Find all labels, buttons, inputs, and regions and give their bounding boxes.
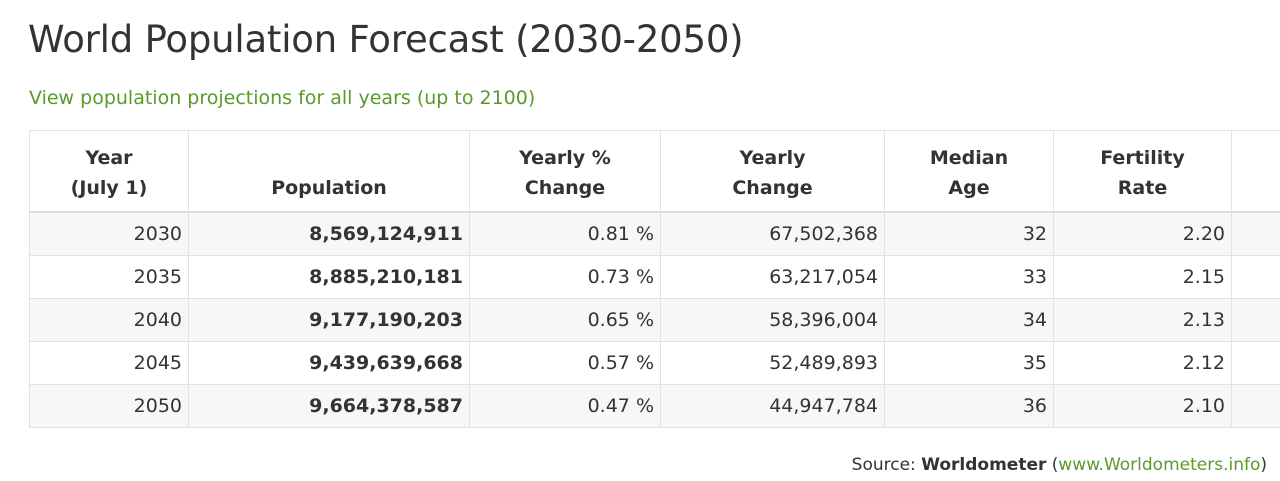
cell-population: 9,439,639,668	[188, 341, 470, 385]
cell-fertility-rate: 2.13	[1053, 298, 1232, 342]
column-header-year[interactable]: Year (July 1)	[29, 130, 189, 213]
header-line: Median	[929, 147, 1009, 169]
cell-fertility-rate: 2.20	[1053, 211, 1232, 256]
cell-population: 9,177,190,203	[188, 298, 470, 342]
cell-overflow	[1231, 298, 1280, 342]
cell-overflow	[1231, 255, 1280, 299]
source-name: Worldometer	[921, 455, 1047, 475]
cell-median-age: 36	[884, 384, 1054, 428]
cell-median-age: 35	[884, 341, 1054, 385]
header-line: Age	[948, 177, 990, 199]
column-header-overflow	[1231, 130, 1280, 213]
cell-yearly-pct-change: 0.65 %	[469, 298, 661, 342]
cell-yearly-pct-change: 0.81 %	[469, 211, 661, 256]
table-row: 2030 8,569,124,911 0.81 % 67,502,368 32 …	[29, 211, 1280, 256]
header-line: Year	[85, 147, 133, 169]
cell-fertility-rate: 2.15	[1053, 255, 1232, 299]
column-header-population[interactable]: Population	[188, 130, 470, 213]
table-row: 2040 9,177,190,203 0.65 % 58,396,004 34 …	[29, 298, 1280, 342]
header-line: Change	[732, 177, 813, 199]
header-line: (July 1)	[70, 177, 148, 199]
header-line: Yearly %	[519, 147, 611, 169]
cell-population: 8,569,124,911	[188, 211, 470, 256]
cell-fertility-rate: 2.12	[1053, 341, 1232, 385]
cell-yearly-pct-change: 0.47 %	[469, 384, 661, 428]
forecast-table: Year (July 1) Population Yearly % Change…	[29, 130, 1280, 428]
cell-year: 2030	[29, 211, 189, 256]
cell-yearly-pct-change: 0.73 %	[469, 255, 661, 299]
column-header-yearly-change[interactable]: Yearly Change	[660, 130, 885, 213]
cell-overflow	[1231, 384, 1280, 428]
header-line: Change	[524, 177, 606, 199]
cell-overflow	[1231, 211, 1280, 256]
table-row: 2045 9,439,639,668 0.57 % 52,489,893 35 …	[29, 341, 1280, 385]
cell-median-age: 32	[884, 211, 1054, 256]
cell-population: 9,664,378,587	[188, 384, 470, 428]
cell-fertility-rate: 2.10	[1053, 384, 1232, 428]
table-header-row: Year (July 1) Population Yearly % Change…	[29, 130, 1280, 213]
forecast-table-wrapper: Year (July 1) Population Yearly % Change…	[29, 130, 1280, 428]
table-row: 2050 9,664,378,587 0.47 % 44,947,784 36 …	[29, 384, 1280, 428]
source-prefix: Source:	[851, 455, 922, 475]
source-open-paren: (	[1046, 455, 1059, 475]
source-credit: Source: Worldometer (www.Worldometers.in…	[852, 455, 1267, 475]
cell-population: 8,885,210,181	[188, 255, 470, 299]
cell-year: 2050	[29, 384, 189, 428]
cell-yearly-change: 52,489,893	[660, 341, 885, 385]
header-line: Fertility	[1100, 147, 1185, 169]
cell-median-age: 34	[884, 298, 1054, 342]
table-row: 2035 8,885,210,181 0.73 % 63,217,054 33 …	[29, 255, 1280, 299]
header-line: Yearly	[739, 147, 806, 169]
cell-yearly-change: 44,947,784	[660, 384, 885, 428]
column-header-yearly-pct-change[interactable]: Yearly % Change	[469, 130, 661, 213]
cell-yearly-change: 67,502,368	[660, 211, 885, 256]
cell-yearly-change: 63,217,054	[660, 255, 885, 299]
page-title: World Population Forecast (2030-2050)	[28, 18, 744, 61]
column-header-median-age[interactable]: Median Age	[884, 130, 1054, 213]
cell-yearly-pct-change: 0.57 %	[469, 341, 661, 385]
source-close-paren: )	[1260, 455, 1267, 475]
header-line: Rate	[1117, 177, 1168, 199]
cell-median-age: 33	[884, 255, 1054, 299]
cell-year: 2035	[29, 255, 189, 299]
projections-link[interactable]: View population projections for all year…	[29, 87, 536, 109]
cell-overflow	[1231, 341, 1280, 385]
column-header-fertility-rate[interactable]: Fertility Rate	[1053, 130, 1232, 213]
cell-yearly-change: 58,396,004	[660, 298, 885, 342]
cell-year: 2045	[29, 341, 189, 385]
cell-year: 2040	[29, 298, 189, 342]
header-line: Population	[271, 177, 387, 199]
source-url-link[interactable]: www.Worldometers.info	[1058, 455, 1261, 475]
